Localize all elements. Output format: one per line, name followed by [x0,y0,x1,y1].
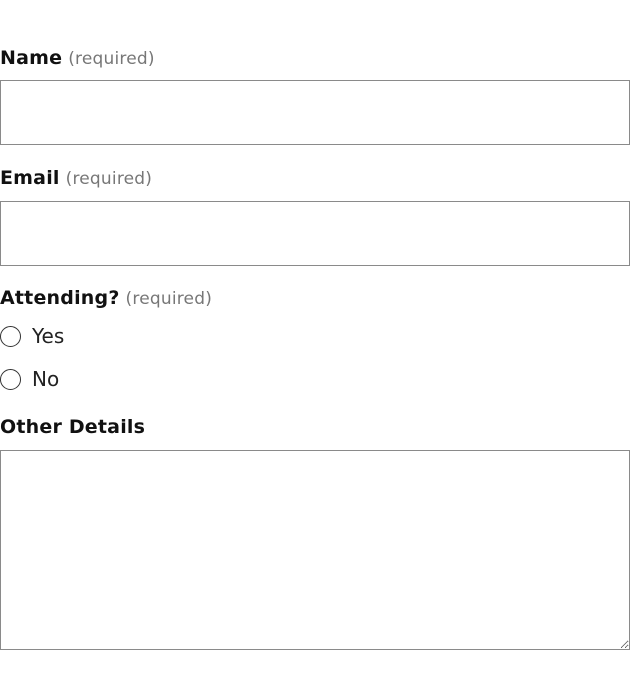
radio-no[interactable]: No [0,367,59,391]
details-label: Other Details [0,416,146,438]
name-input[interactable] [0,80,630,145]
required-hint: (required) [65,169,153,189]
radio-circle-icon[interactable] [0,325,21,347]
radio-no-label: No [32,367,60,391]
details-textarea[interactable] [0,450,630,650]
required-hint: (required) [68,49,155,69]
name-label-text: Name [0,47,63,69]
name-label: Name (required) [0,47,155,69]
radio-yes[interactable]: Yes [0,324,64,348]
radio-circle-icon[interactable] [0,368,21,390]
attending-label-text: Attending? [0,287,120,309]
attending-label: Attending? (required) [0,287,212,309]
required-hint: (required) [125,289,213,309]
email-label: Email (required) [0,167,152,189]
email-label-text: Email [0,167,60,189]
email-input[interactable] [0,201,630,266]
radio-yes-label: Yes [32,324,65,348]
